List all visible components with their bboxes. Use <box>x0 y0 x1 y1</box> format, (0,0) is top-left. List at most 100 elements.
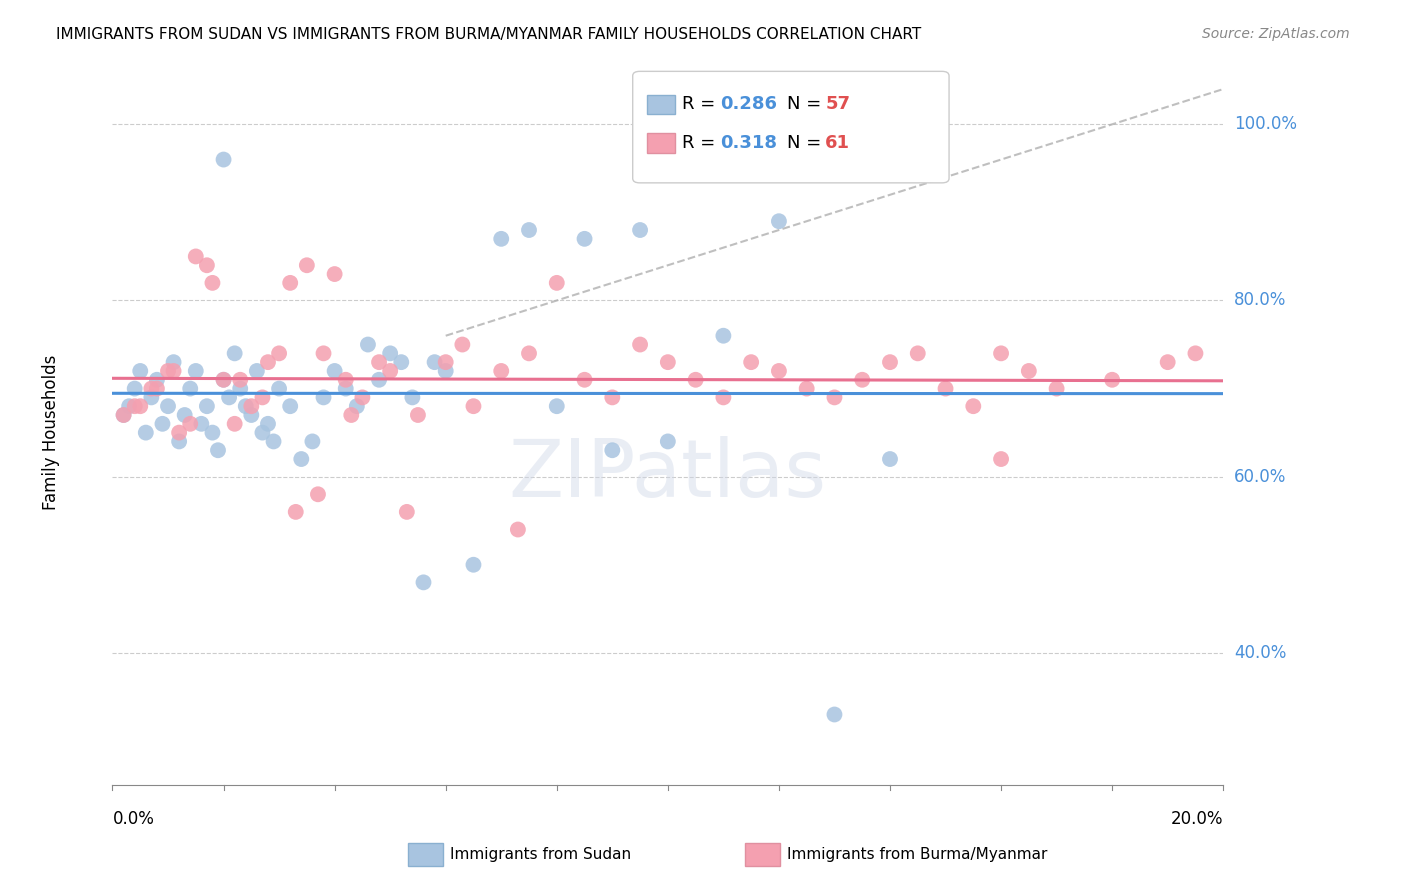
Point <box>1156 355 1178 369</box>
Point <box>323 267 346 281</box>
Point <box>768 214 790 228</box>
Point <box>434 364 457 378</box>
Point <box>517 223 540 237</box>
Point <box>380 346 402 360</box>
Point <box>129 399 152 413</box>
Point <box>1045 382 1069 396</box>
Point <box>491 232 513 246</box>
Point <box>278 399 301 413</box>
Text: 60.0%: 60.0% <box>1234 467 1286 485</box>
Point <box>195 399 218 413</box>
Point <box>713 391 735 405</box>
Point <box>257 417 280 431</box>
Point <box>307 487 329 501</box>
Point <box>1184 346 1206 360</box>
Point <box>135 425 157 440</box>
Point <box>284 505 307 519</box>
Point <box>162 355 184 369</box>
Point <box>491 364 513 378</box>
Point <box>412 575 434 590</box>
Point <box>851 373 873 387</box>
Point <box>1018 364 1040 378</box>
Text: N =: N = <box>787 95 827 113</box>
Point <box>423 355 446 369</box>
Point <box>380 364 402 378</box>
Point <box>229 382 252 396</box>
Point <box>195 258 218 272</box>
Point <box>207 443 229 458</box>
Point <box>218 391 240 405</box>
Point <box>184 364 207 378</box>
Point <box>173 408 195 422</box>
Point <box>112 408 135 422</box>
Point <box>118 399 141 413</box>
Point <box>157 399 180 413</box>
Text: 0.318: 0.318 <box>720 134 778 152</box>
Point <box>628 223 651 237</box>
Point <box>335 373 357 387</box>
Point <box>263 434 285 449</box>
Point <box>907 346 929 360</box>
Point <box>506 523 529 537</box>
Point <box>463 558 485 572</box>
Text: Family Households: Family Households <box>42 355 60 510</box>
Point <box>463 399 485 413</box>
Point <box>368 355 391 369</box>
Text: ZIPatlas: ZIPatlas <box>509 436 827 514</box>
Point <box>167 434 190 449</box>
Point <box>240 408 263 422</box>
Point <box>357 337 380 351</box>
Text: 80.0%: 80.0% <box>1234 292 1286 310</box>
Point <box>112 408 135 422</box>
Point <box>212 373 235 387</box>
Point <box>768 364 790 378</box>
Text: Immigrants from Burma/Myanmar: Immigrants from Burma/Myanmar <box>787 847 1047 862</box>
Point <box>740 355 762 369</box>
Text: 0.0%: 0.0% <box>112 810 155 828</box>
Point <box>713 328 735 343</box>
Point <box>546 276 568 290</box>
Point <box>201 425 224 440</box>
Point <box>179 417 201 431</box>
Point <box>796 382 818 396</box>
Point <box>179 382 201 396</box>
Point <box>879 452 901 467</box>
Point <box>184 249 207 264</box>
Point <box>124 382 146 396</box>
Point <box>685 373 707 387</box>
Point <box>278 276 301 290</box>
Point <box>335 382 357 396</box>
Point <box>141 382 163 396</box>
Point <box>257 355 280 369</box>
Point <box>152 417 174 431</box>
Point <box>990 452 1012 467</box>
Point <box>312 346 335 360</box>
Point <box>323 364 346 378</box>
Point <box>267 382 291 396</box>
Text: IMMIGRANTS FROM SUDAN VS IMMIGRANTS FROM BURMA/MYANMAR FAMILY HOUSEHOLDS CORRELA: IMMIGRANTS FROM SUDAN VS IMMIGRANTS FROM… <box>56 27 921 42</box>
Point <box>657 355 679 369</box>
Point <box>824 391 846 405</box>
Point <box>346 399 368 413</box>
Point <box>574 373 596 387</box>
Point <box>240 399 263 413</box>
Point <box>934 382 956 396</box>
Point <box>229 373 252 387</box>
Point <box>824 707 846 722</box>
Point <box>146 373 169 387</box>
Point <box>146 382 169 396</box>
Point <box>212 153 235 167</box>
Point <box>368 373 391 387</box>
Point <box>962 399 984 413</box>
Point <box>657 434 679 449</box>
Text: N =: N = <box>787 134 827 152</box>
Point <box>312 391 335 405</box>
Text: 0.286: 0.286 <box>720 95 778 113</box>
Point <box>162 364 184 378</box>
Point <box>628 337 651 351</box>
Point <box>602 443 624 458</box>
Point <box>990 346 1012 360</box>
Point <box>517 346 540 360</box>
Point <box>141 391 163 405</box>
Point <box>290 452 312 467</box>
